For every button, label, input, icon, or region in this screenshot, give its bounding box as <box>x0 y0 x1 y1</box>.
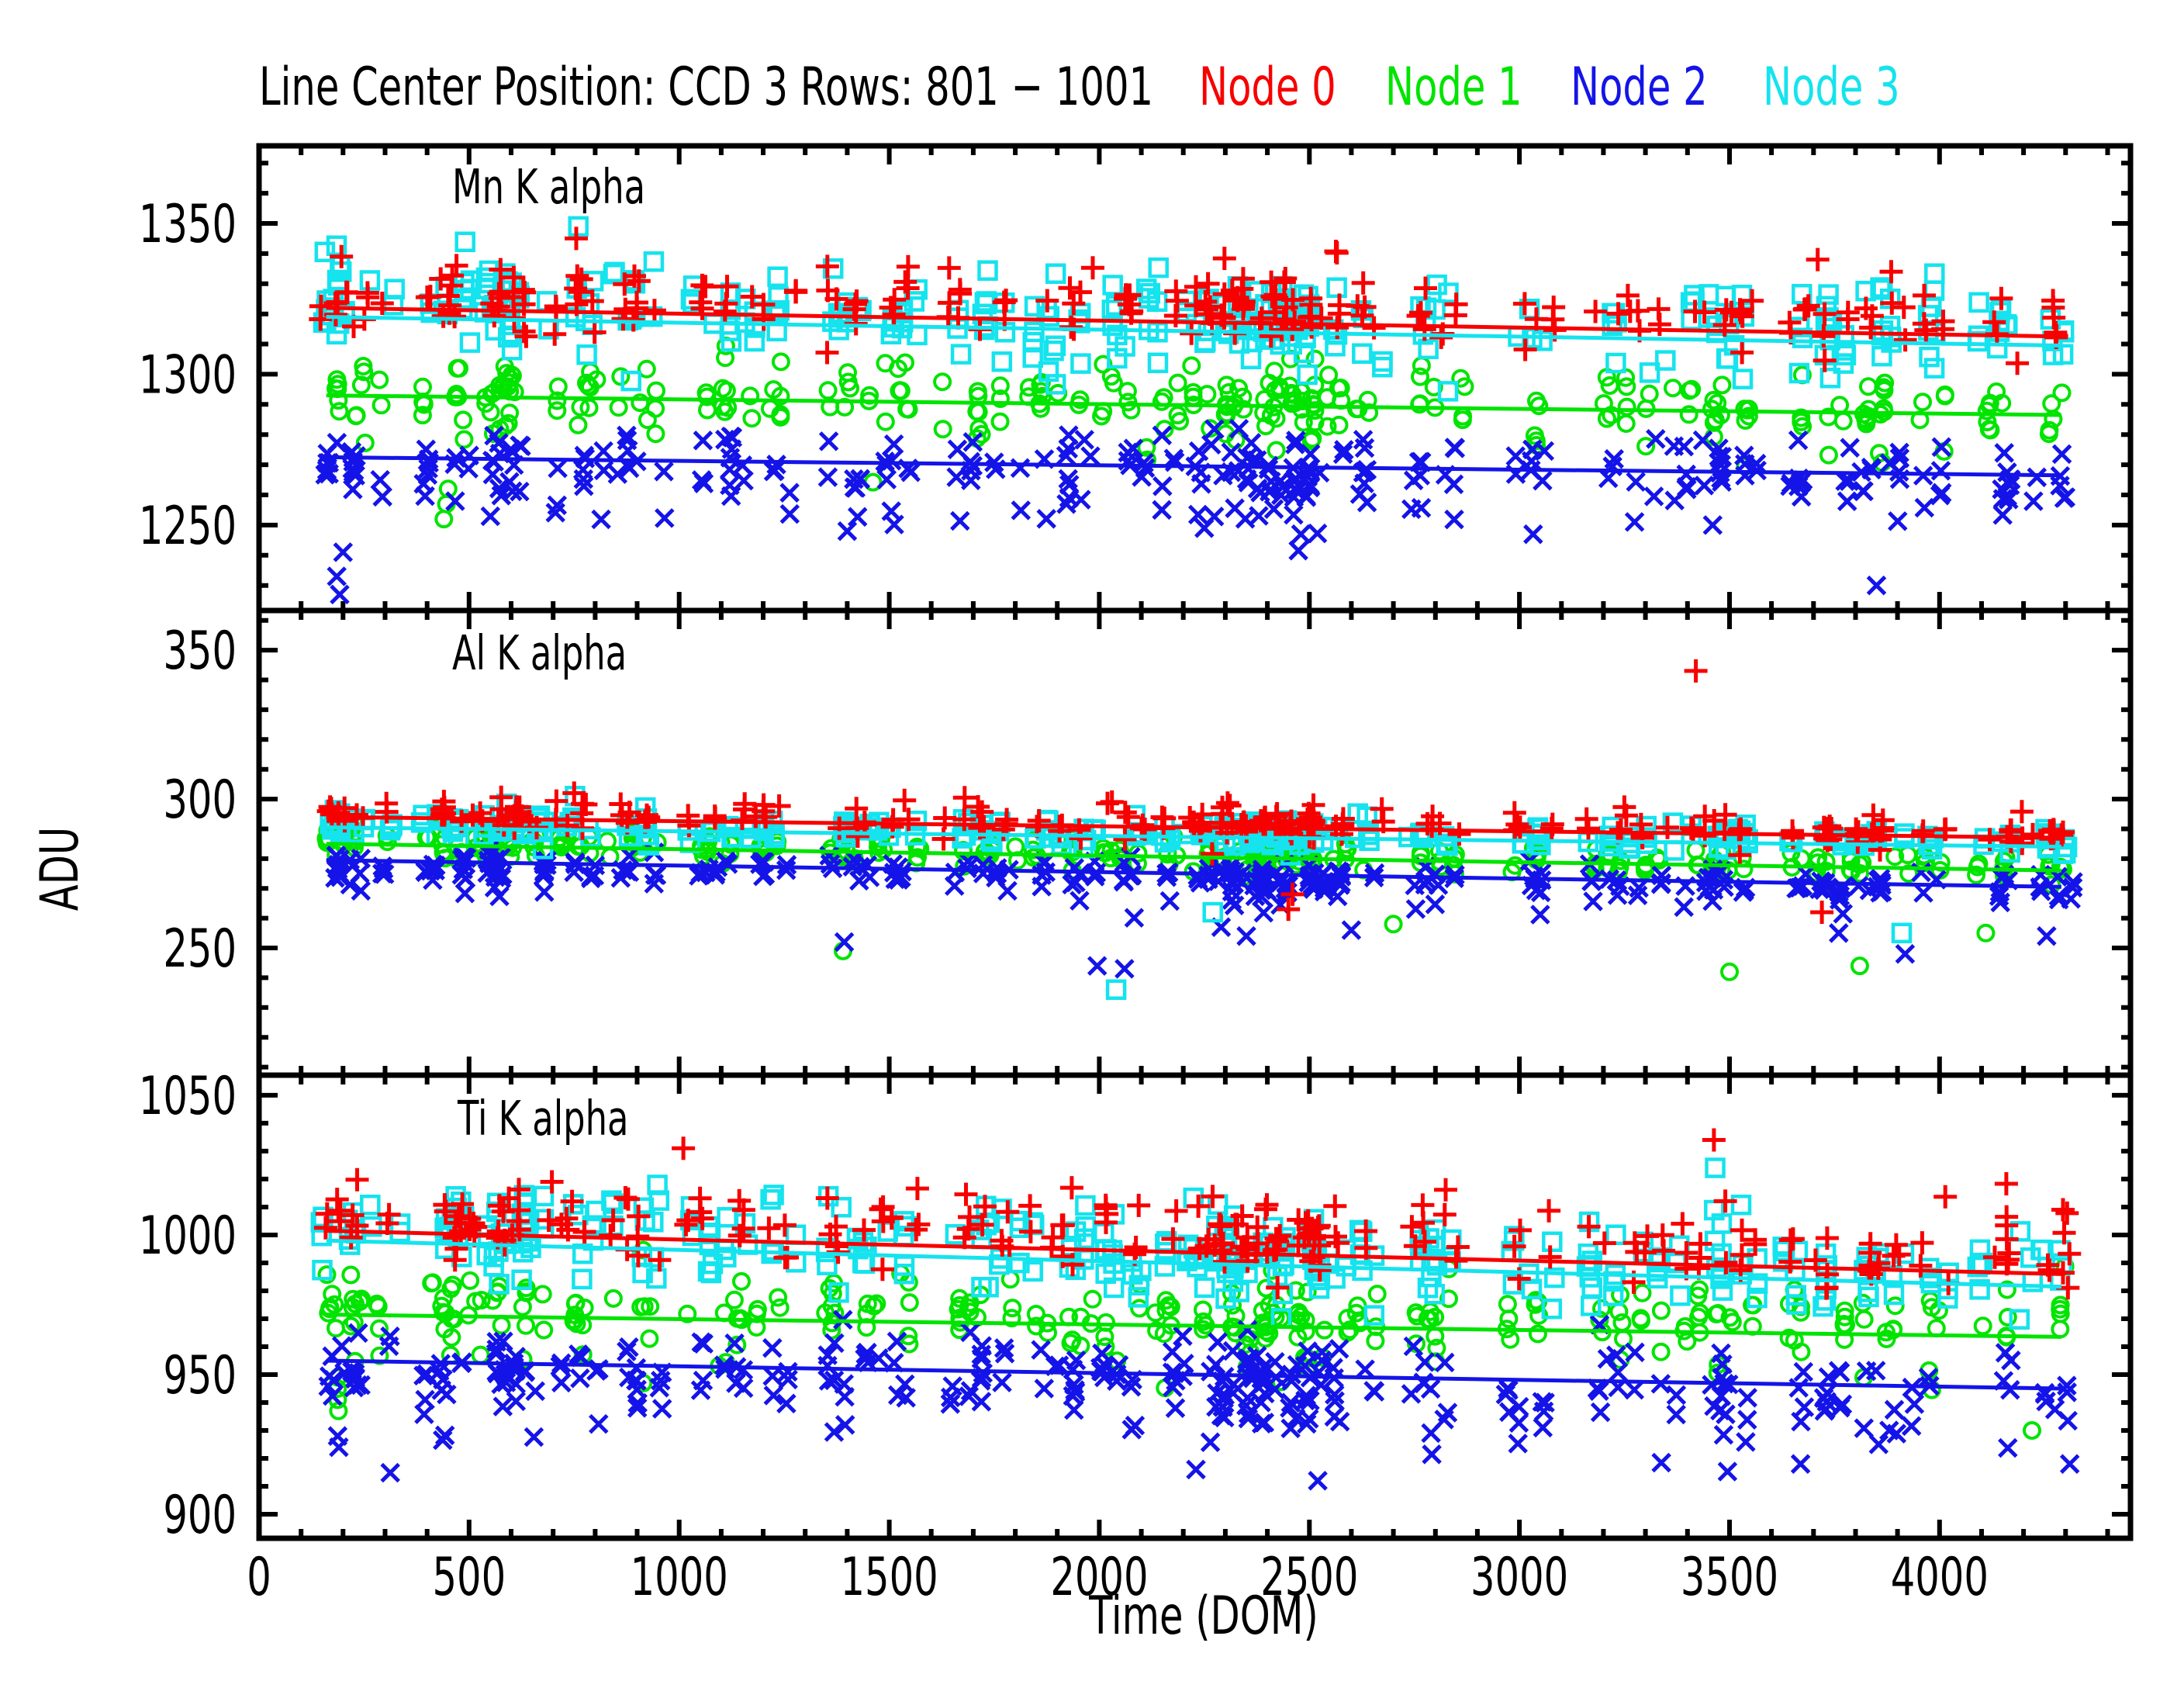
trend-line-node-2 <box>326 455 2061 478</box>
trend-line-node-3 <box>326 1238 2061 1289</box>
series-node-0-markers <box>313 1128 2082 1300</box>
panel-al-k-alpha: 250 300 350 Al K alpha <box>163 607 2134 1078</box>
y-tick-label: 950 <box>163 1345 237 1406</box>
chart-title: Line Center Position: CCD 3 Rows: 801 − … <box>259 57 1153 118</box>
trend-line-node-1 <box>326 393 2061 417</box>
y-tick-label: 1350 <box>139 194 237 255</box>
trend-line-node-3 <box>326 315 2061 348</box>
x-tick-label: 1000 <box>631 1547 728 1608</box>
x-tick-label: 2000 <box>1050 1547 1148 1608</box>
trend-line-node-0 <box>326 1229 2061 1276</box>
axis-ticks <box>259 611 2130 1075</box>
x-tick-label: 2500 <box>1260 1547 1358 1608</box>
y-tick-label: 250 <box>163 918 237 980</box>
panel-ti-k-alpha: 900 950 1000 1050 Ti K alpha <box>139 1066 2134 1546</box>
axis-ticks <box>259 1075 2130 1538</box>
panel-title: Mn K alpha <box>452 159 645 215</box>
y-tick-label: 1000 <box>139 1205 237 1267</box>
x-tick-label: 1500 <box>841 1547 938 1608</box>
series-node-2-markers <box>318 1309 2080 1491</box>
y-tick-label: 1250 <box>139 496 237 557</box>
panel-frame <box>256 1072 2134 1541</box>
trend-line-node-0 <box>326 306 2061 339</box>
legend-node-2: Node 2 <box>1571 57 1708 118</box>
panel-title: Al K alpha <box>452 625 627 681</box>
axis-ticks <box>259 146 2130 611</box>
y-tick-label: 1050 <box>139 1066 237 1127</box>
trend-line-node-2 <box>326 1358 2061 1391</box>
x-tick-label: 4000 <box>1891 1547 1989 1608</box>
y-axis-title: ADU <box>29 827 91 911</box>
trend-line-node-1 <box>326 842 2061 873</box>
x-tick-label: 0 <box>247 1547 271 1608</box>
y-tick-label: 350 <box>163 621 237 682</box>
panel-title: Ti K alpha <box>457 1091 628 1147</box>
x-axis-title: Time (DOM) <box>1088 1586 1318 1647</box>
x-tick-label: 3500 <box>1681 1547 1778 1608</box>
legend-node-0: Node 0 <box>1199 57 1336 118</box>
trend-line-node-0 <box>326 815 2061 840</box>
y-tick-label: 900 <box>163 1485 237 1546</box>
series-node-0-markers <box>309 227 2068 375</box>
x-tick-label: 3000 <box>1470 1547 1568 1608</box>
legend-node-1: Node 1 <box>1385 57 1522 118</box>
trend-line-node-3 <box>326 825 2061 849</box>
series-node-2-markers <box>325 839 2083 979</box>
panel-mn-k-alpha: 1250 1300 1350 Mn K alpha <box>139 143 2134 614</box>
legend-node-3: Node 3 <box>1763 57 1900 118</box>
x-tick-label: 500 <box>432 1547 506 1608</box>
y-tick-label: 1300 <box>139 345 237 406</box>
trend-line-node-1 <box>326 1313 2061 1339</box>
trend-line-node-2 <box>326 858 2061 889</box>
series-node-2-markers <box>315 418 2076 605</box>
y-tick-label: 300 <box>163 770 237 831</box>
